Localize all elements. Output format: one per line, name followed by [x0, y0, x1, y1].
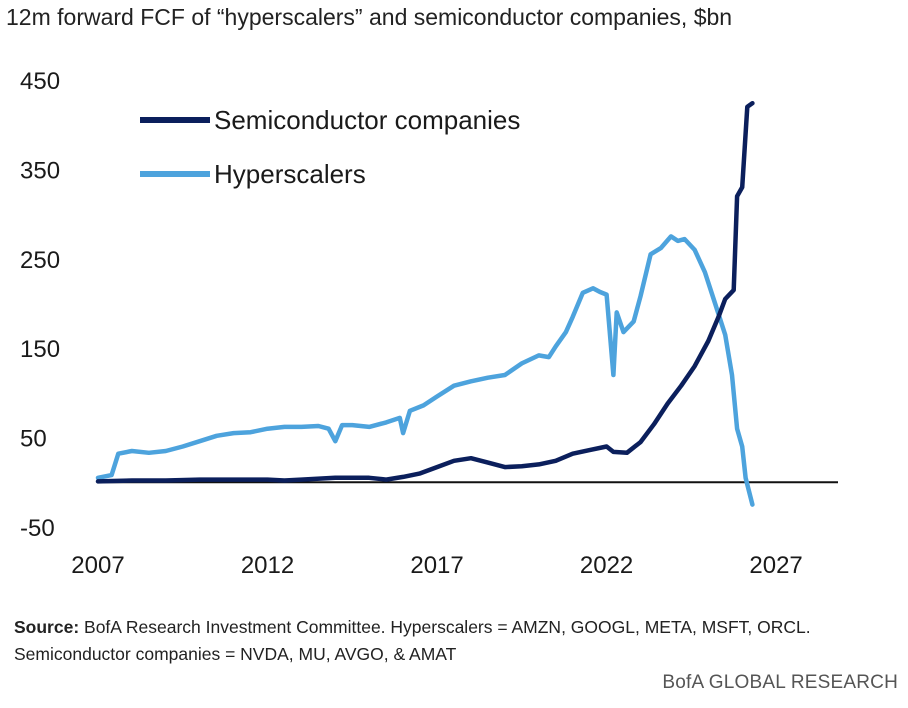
x-axis-ticks: 2007 2012 2017 2022 2027: [71, 552, 802, 579]
x-tick-label: 2017: [410, 552, 463, 579]
source-label: Source:: [14, 617, 80, 637]
legend-label: Hyperscalers: [214, 159, 366, 189]
line-chart: 450 350 250 150 50 -50 2007 2012 2017 2022 2027 S…: [20, 68, 838, 579]
legend: Semiconductor companies Hyperscalers: [140, 105, 520, 189]
y-tick-label: 450: [20, 68, 60, 95]
y-tick-label: 250: [20, 247, 60, 274]
x-tick-label: 2007: [71, 552, 124, 579]
y-axis-ticks: 450 350 250 150 50 -50: [20, 68, 60, 542]
x-tick-label: 2012: [241, 552, 294, 579]
series-layer: [95, 100, 755, 507]
y-tick-label: 50: [20, 426, 47, 453]
chart-subtitle: 12m forward FCF of “hyperscalers” and se…: [6, 4, 733, 30]
legend-label: Semiconductor companies: [214, 105, 520, 135]
x-tick-label: 2022: [580, 552, 633, 579]
brand-label: BofA GLOBAL RESEARCH: [662, 672, 898, 693]
y-tick-label: 150: [20, 336, 60, 363]
x-tick-label: 2027: [749, 552, 802, 579]
y-tick-label: -50: [20, 515, 55, 542]
source-text: BofA Research Investment Committee. Hype…: [14, 617, 811, 664]
series-line-semiconductor-companies: [95, 100, 755, 484]
source-note: Source: BofA Research Investment Committ…: [14, 614, 904, 668]
series-line-hyperscalers: [95, 234, 755, 507]
y-tick-label: 350: [20, 157, 60, 184]
